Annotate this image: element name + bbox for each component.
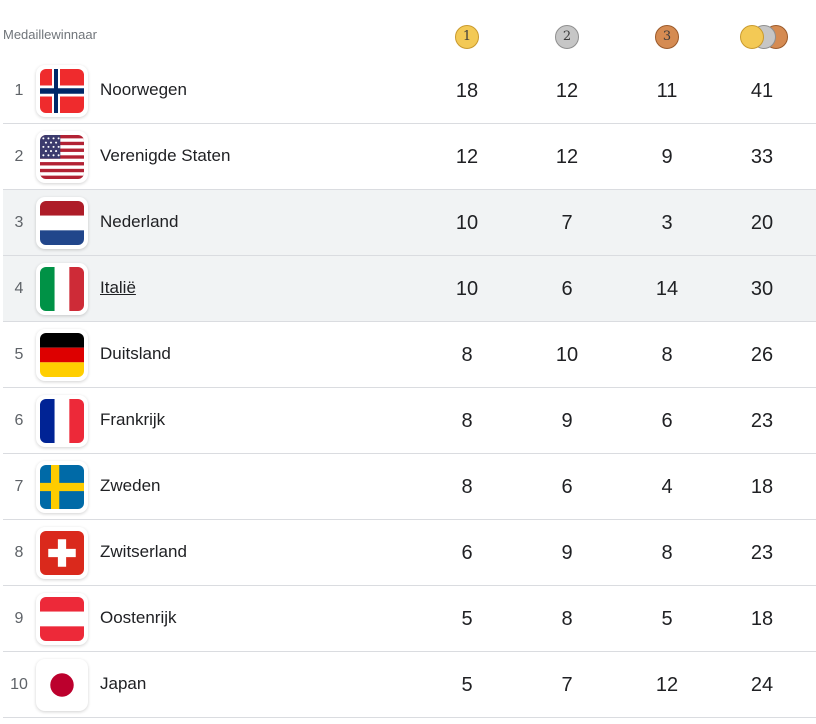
gold-count: 18 <box>455 80 479 102</box>
silver-count: 7 <box>561 674 573 696</box>
norway-flag-icon <box>36 65 88 117</box>
total-count: 23 <box>750 410 774 432</box>
total-count: 33 <box>750 146 774 168</box>
gold-count: 10 <box>455 278 479 300</box>
gold-count: 10 <box>455 212 479 234</box>
gold-count: 5 <box>461 674 473 696</box>
country-name: Zweden <box>100 476 161 495</box>
silver-count: 9 <box>561 410 573 432</box>
total-count: 23 <box>750 542 774 564</box>
silver-count: 12 <box>555 80 579 102</box>
rank: 8 <box>14 544 24 561</box>
total-count: 18 <box>750 608 774 630</box>
country-name: Frankrijk <box>100 410 166 429</box>
table-row[interactable]: 9 Oostenrijk 5 8 5 18 <box>3 586 816 652</box>
silver-count: 7 <box>561 212 573 234</box>
silver-count: 6 <box>561 476 573 498</box>
gold-count: 5 <box>461 608 473 630</box>
bronze-count: 14 <box>655 278 679 300</box>
total-count: 26 <box>750 344 774 366</box>
table-row[interactable]: 1 Noorwegen 18 12 11 41 <box>3 58 816 124</box>
bronze-count: 5 <box>661 608 673 630</box>
silver-count: 10 <box>555 344 579 366</box>
gold-count: 6 <box>461 542 473 564</box>
table-row[interactable]: 6 Frankrijk 8 9 6 23 <box>3 388 816 454</box>
total-count: 20 <box>750 212 774 234</box>
rank: 7 <box>14 478 24 495</box>
country-name: Duitsland <box>100 344 171 363</box>
total-count: 30 <box>750 278 774 300</box>
bronze-count: 12 <box>655 674 679 696</box>
bronze-count: 4 <box>661 476 673 498</box>
bronze-count: 8 <box>661 542 673 564</box>
total-medals-icon <box>738 25 790 49</box>
table-row[interactable]: 3 Nederland 10 7 3 20 <box>3 190 816 256</box>
japan-flag-icon <box>36 659 88 711</box>
silver-count: 8 <box>561 608 573 630</box>
silver-count: 12 <box>555 146 579 168</box>
germany-flag-icon <box>36 329 88 381</box>
bronze-count: 8 <box>661 344 673 366</box>
bronze-medal-icon: 3 <box>655 25 679 49</box>
country-name: Japan <box>100 674 147 693</box>
bronze-count: 3 <box>661 212 673 234</box>
rank: 3 <box>14 214 24 231</box>
gold-count: 8 <box>461 476 473 498</box>
silver-count: 6 <box>561 278 573 300</box>
rank: 9 <box>14 610 24 627</box>
total-count: 18 <box>750 476 774 498</box>
table-row[interactable]: 7 Zweden 8 6 4 18 <box>3 454 816 520</box>
country-name: Oostenrijk <box>100 608 177 627</box>
bronze-count: 9 <box>661 146 673 168</box>
usa-flag-icon <box>36 131 88 183</box>
rank: 1 <box>14 82 24 99</box>
country-name: Verenigde Staten <box>100 146 231 165</box>
italy-flag-icon <box>36 263 88 315</box>
country-link[interactable]: Italië <box>100 278 136 297</box>
sweden-flag-icon <box>36 461 88 513</box>
total-count: 41 <box>750 80 774 102</box>
total-count: 24 <box>750 674 774 696</box>
netherlands-flag-icon <box>36 197 88 249</box>
silver-count: 9 <box>561 542 573 564</box>
rank: 4 <box>14 280 24 297</box>
switzerland-flag-icon <box>36 527 88 579</box>
gold-count: 8 <box>461 344 473 366</box>
country-name: Nederland <box>100 212 179 231</box>
bronze-count: 6 <box>661 410 673 432</box>
country-name: Zwitserland <box>100 542 187 561</box>
rank: 6 <box>14 412 24 429</box>
medal-table: 1 Noorwegen 18 12 11 41 2 <box>3 58 816 718</box>
bronze-count: 11 <box>656 80 678 102</box>
austria-flag-icon <box>36 593 88 645</box>
rank: 10 <box>10 676 28 693</box>
gold-medal-icon: 1 <box>455 25 479 49</box>
silver-medal-icon: 2 <box>555 25 579 49</box>
table-row[interactable]: 10 Japan 5 7 12 24 <box>3 652 816 718</box>
gold-count: 8 <box>461 410 473 432</box>
medal-table-header: Medaillewinnaar 1 2 3 <box>0 0 816 58</box>
table-row[interactable]: 2 Verenigde Staten 12 <box>3 124 816 190</box>
country-name: Noorwegen <box>100 80 187 99</box>
table-row[interactable]: 5 Duitsland 8 10 8 26 <box>3 322 816 388</box>
rank: 2 <box>14 148 24 165</box>
rank: 5 <box>14 346 24 363</box>
france-flag-icon <box>36 395 88 447</box>
table-row[interactable]: 4 Italië 10 6 14 30 <box>3 256 816 322</box>
table-row[interactable]: 8 Zwitserland 6 9 8 23 <box>3 520 816 586</box>
gold-count: 12 <box>455 146 479 168</box>
column-header-medal-winner: Medaillewinnaar <box>3 27 97 42</box>
